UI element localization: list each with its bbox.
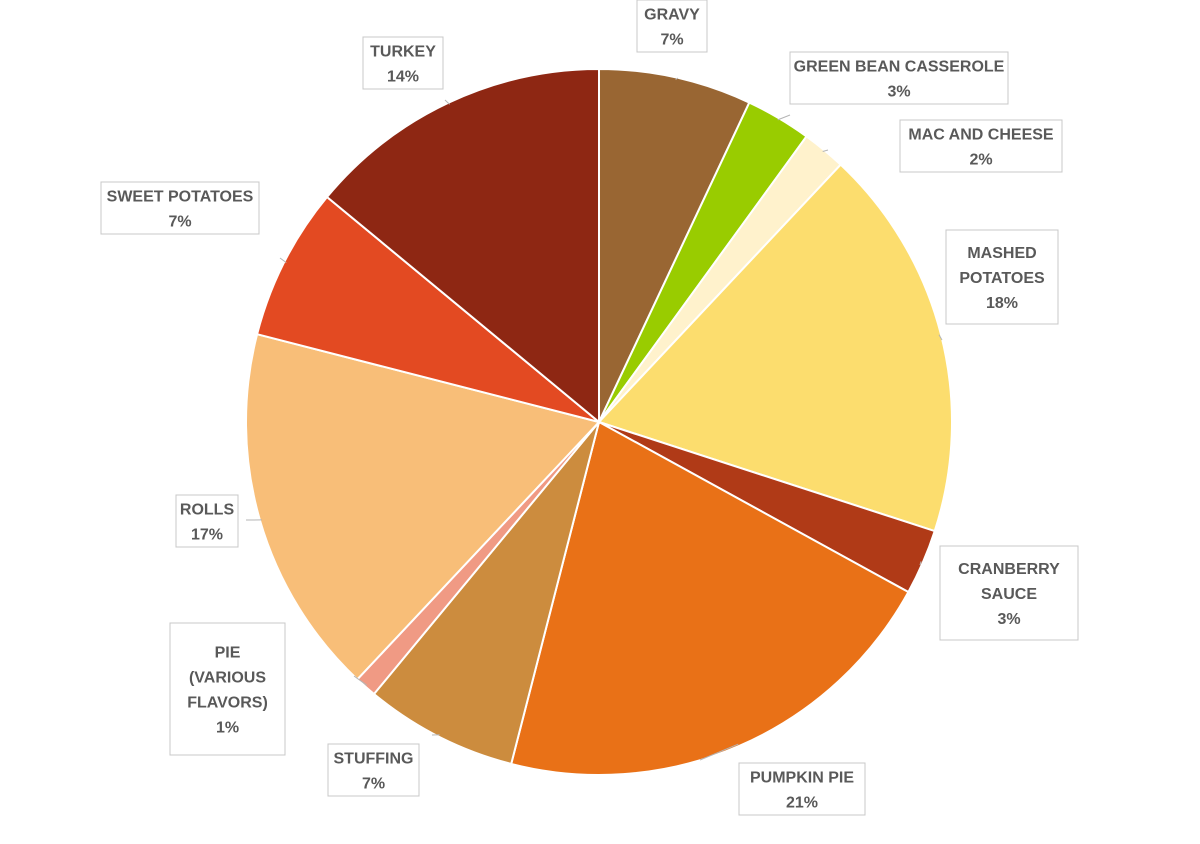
- slice-turkey[interactable]: [325, 67, 600, 425]
- leader-line-gravy: [675, 77, 679, 80]
- data-label-percent: 17%: [191, 527, 223, 544]
- data-label-box: [939, 545, 1079, 641]
- data-label-pie-various-flavors: PIE (VARIOUS FLAVORS) 1%: [169, 622, 286, 756]
- data-label-box: [100, 181, 260, 235]
- data-label-stuffing: STUFFING 7%: [327, 743, 420, 797]
- data-label-box: [327, 743, 420, 797]
- leader-line-pie-various-flavors: [353, 675, 368, 686]
- data-label-category-line: PIE: [215, 645, 241, 662]
- data-label-box: [175, 494, 239, 548]
- data-label-box: [169, 622, 286, 756]
- data-label-box: [945, 229, 1059, 325]
- leader-line-turkey: [444, 99, 450, 105]
- data-label-rolls: ROLLS 17%: [175, 494, 239, 548]
- data-label-percent: 1%: [216, 720, 239, 737]
- data-label-category: GREEN BEAN CASSEROLE: [794, 59, 1005, 76]
- slice-rolls[interactable]: [245, 332, 601, 681]
- data-label-percent: 7%: [362, 776, 385, 793]
- data-label-category-line: POTATOES: [959, 270, 1045, 287]
- slice-stuffing[interactable]: [372, 421, 600, 766]
- data-label-box: [789, 51, 1009, 105]
- data-label-pumpkin-pie: PUMPKIN PIE 21%: [738, 762, 866, 816]
- slice-gravy[interactable]: [598, 67, 751, 423]
- data-label-box: [899, 119, 1063, 173]
- data-label-category-line: FLAVORS): [187, 695, 268, 712]
- leader-line-sweet-potatoes: [279, 257, 287, 264]
- data-label-category-line: CRANBERRY: [958, 561, 1060, 578]
- data-label-sweet-potatoes: SWEET POTATOES 7%: [100, 181, 260, 235]
- leader-lines: [245, 77, 943, 761]
- data-label-percent: 2%: [969, 152, 992, 169]
- data-label-mac-and-cheese: MAC AND CHEESE 2%: [899, 119, 1063, 173]
- data-label-green-bean-casserole: GREEN BEAN CASSEROLE 3%: [789, 51, 1009, 105]
- data-label-percent: 3%: [997, 611, 1020, 628]
- leader-line-mac-and-cheese: [822, 149, 829, 152]
- data-label-category: SWEET POTATOES: [107, 189, 254, 206]
- data-label-box: [738, 762, 866, 816]
- slice-pumpkin-pie[interactable]: [509, 420, 910, 776]
- data-label-category: TURKEY: [370, 44, 436, 61]
- leader-line-pumpkin-pie: [699, 743, 739, 761]
- data-label-category: GRAVY: [644, 7, 700, 24]
- data-label-percent: 3%: [887, 84, 910, 101]
- data-labels: GRAVY 7% GREEN BEAN CASSEROLE 3% MAC AND CHE…: [100, 0, 1079, 816]
- data-label-percent: 18%: [986, 295, 1018, 312]
- data-label-turkey: TURKEY 14%: [362, 36, 444, 90]
- data-label-category: ROLLS: [180, 502, 235, 519]
- leader-line-mashed-potatoes: [938, 334, 943, 341]
- data-label-category: PUMPKIN PIE: [750, 770, 854, 787]
- data-label-percent: 21%: [786, 795, 818, 812]
- data-label-percent: 14%: [387, 69, 419, 86]
- data-label-category-line: (VARIOUS: [189, 670, 266, 687]
- data-label-box: [362, 36, 444, 90]
- data-label-category-line: SAUCE: [981, 586, 1037, 603]
- slice-mashed-potatoes[interactable]: [597, 163, 953, 533]
- data-label-category: MAC AND CHEESE: [908, 127, 1054, 144]
- data-label-percent: 7%: [660, 32, 683, 49]
- data-label-box: [636, 0, 708, 53]
- pie-slices: [245, 67, 953, 776]
- data-label-percent: 7%: [168, 214, 191, 231]
- data-label-mashed-potatoes: MASHED POTATOES 18%: [945, 229, 1059, 325]
- data-label-cranberry-sauce: CRANBERRY SAUCE 3%: [939, 545, 1079, 641]
- leader-line-green-bean-casserole: [777, 114, 791, 121]
- data-label-gravy: GRAVY 7%: [636, 0, 708, 53]
- data-label-category: STUFFING: [334, 751, 414, 768]
- leader-line-cranberry-sauce: [919, 561, 922, 566]
- data-label-category-line: MASHED: [967, 245, 1036, 262]
